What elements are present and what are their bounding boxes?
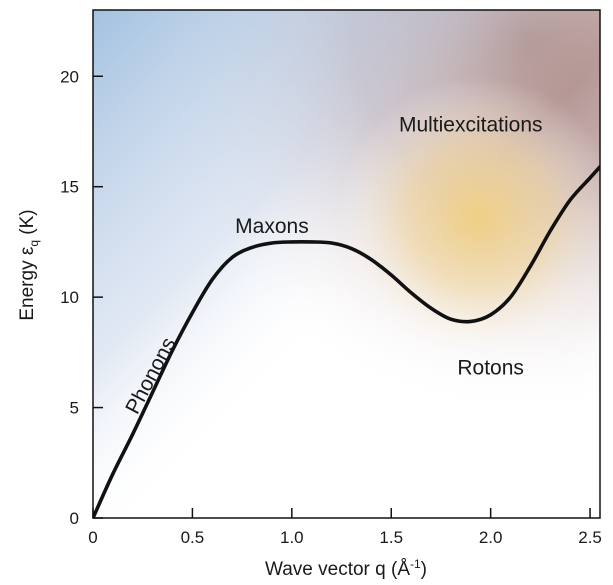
dispersion-curves [93,165,600,518]
x-tick-label: 2.5 [578,528,602,547]
x-tick-label: 1.0 [280,528,304,547]
y-axis: 0 5 10 15 20 [60,67,103,528]
plot-frame [92,9,601,519]
x-axis-title-main: Wave vector q (Å [265,559,410,580]
y-tick-label: 15 [60,178,79,197]
x-tick-label: 2.0 [479,528,503,547]
y-axis-title-tail: (K) [17,209,38,240]
dispersion-curve-0 [93,165,600,518]
x-tick-label: 0 [88,528,97,547]
annotation-multiexcitations: Multiexcitations [399,113,543,136]
x-axis-title-close: ) [421,559,427,580]
annotation-maxons: Maxons [235,215,309,238]
x-tick-label: 0.5 [181,528,205,547]
y-tick-label: 5 [70,399,79,418]
y-axis-title: Energy εq (K) [17,209,41,320]
y-tick-label: 20 [60,67,79,86]
y-tick-label: 10 [60,288,79,307]
x-axis-title-superscript: -1 [410,557,421,571]
x-axis: 0 0.5 1.0 1.5 2.0 2.5 [88,508,602,547]
y-axis-title-subscript: q [27,240,41,247]
y-axis-title-main: Energy ε [17,246,38,320]
y-tick-label: 0 [70,509,79,528]
x-tick-label: 1.5 [379,528,403,547]
x-axis-title: Wave vector q (Å-1) [265,557,427,580]
plot-background [93,10,600,518]
annotation-rotons: Rotons [457,356,524,379]
